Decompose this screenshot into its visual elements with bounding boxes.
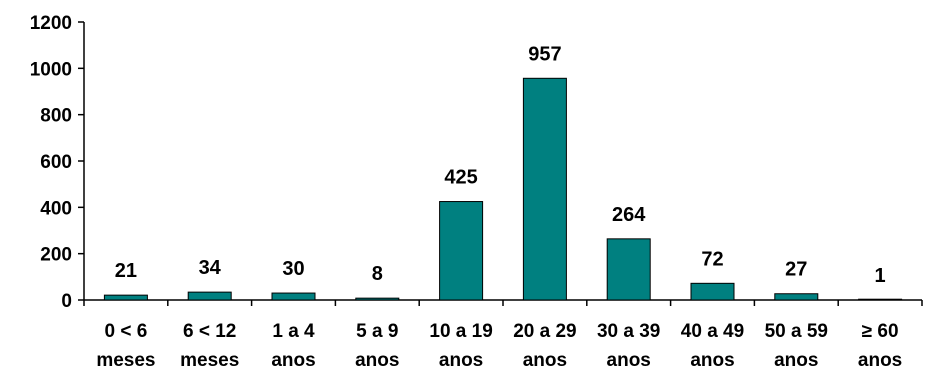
category-label: 30 a 39 [597,321,660,342]
y-tick-label: 200 [40,245,72,266]
bar [103,294,148,301]
category-label: meses [180,350,239,371]
category-label: anos [523,350,567,371]
bar [355,297,400,301]
data-label: 21 [115,260,137,282]
category-label: anos [607,350,651,371]
category-label: 10 a 19 [429,321,492,342]
data-label: 34 [199,257,222,279]
category-label: 6 < 12 [183,321,236,342]
y-tick-label: 800 [40,106,72,127]
category-label: ≥ 60 [862,321,899,342]
bar [522,77,567,301]
bar [690,282,735,301]
category-label: 50 a 59 [765,321,828,342]
bar [774,293,819,301]
bar [271,292,316,301]
y-tick-label: 400 [40,198,72,219]
y-tick-label: 1200 [30,13,72,34]
y-tick-label: 600 [40,152,72,173]
bar [858,298,903,301]
data-label: 8 [372,263,383,285]
category-label: anos [858,350,902,371]
bar [439,201,484,301]
category-label: anos [271,350,315,371]
y-tick-label: 1000 [30,59,72,80]
labels: 21 0 < 6 meses 34 6 < 12 meses 30 1 a 4 anos 8 5 a… [96,43,902,371]
category-label: 20 a 29 [513,321,576,342]
category-label: 5 a 9 [356,321,398,342]
category-label: 40 a 49 [681,321,744,342]
category-label: 0 < 6 [105,321,148,342]
data-label: 30 [282,258,304,280]
data-label: 957 [528,43,561,65]
category-label: anos [690,350,734,371]
data-label: 27 [785,259,807,281]
category-label: anos [439,350,483,371]
category-label: meses [96,350,155,371]
bars [103,77,903,301]
data-label: 1 [875,265,886,287]
category-label: anos [355,350,399,371]
bar [187,291,232,301]
data-label: 264 [612,204,646,226]
category-label: 1 a 4 [272,321,315,342]
category-label: anos [774,350,818,371]
data-label: 425 [444,167,477,189]
data-label: 72 [701,248,723,270]
bar [606,238,651,301]
y-tick-label: 0 [61,291,72,312]
